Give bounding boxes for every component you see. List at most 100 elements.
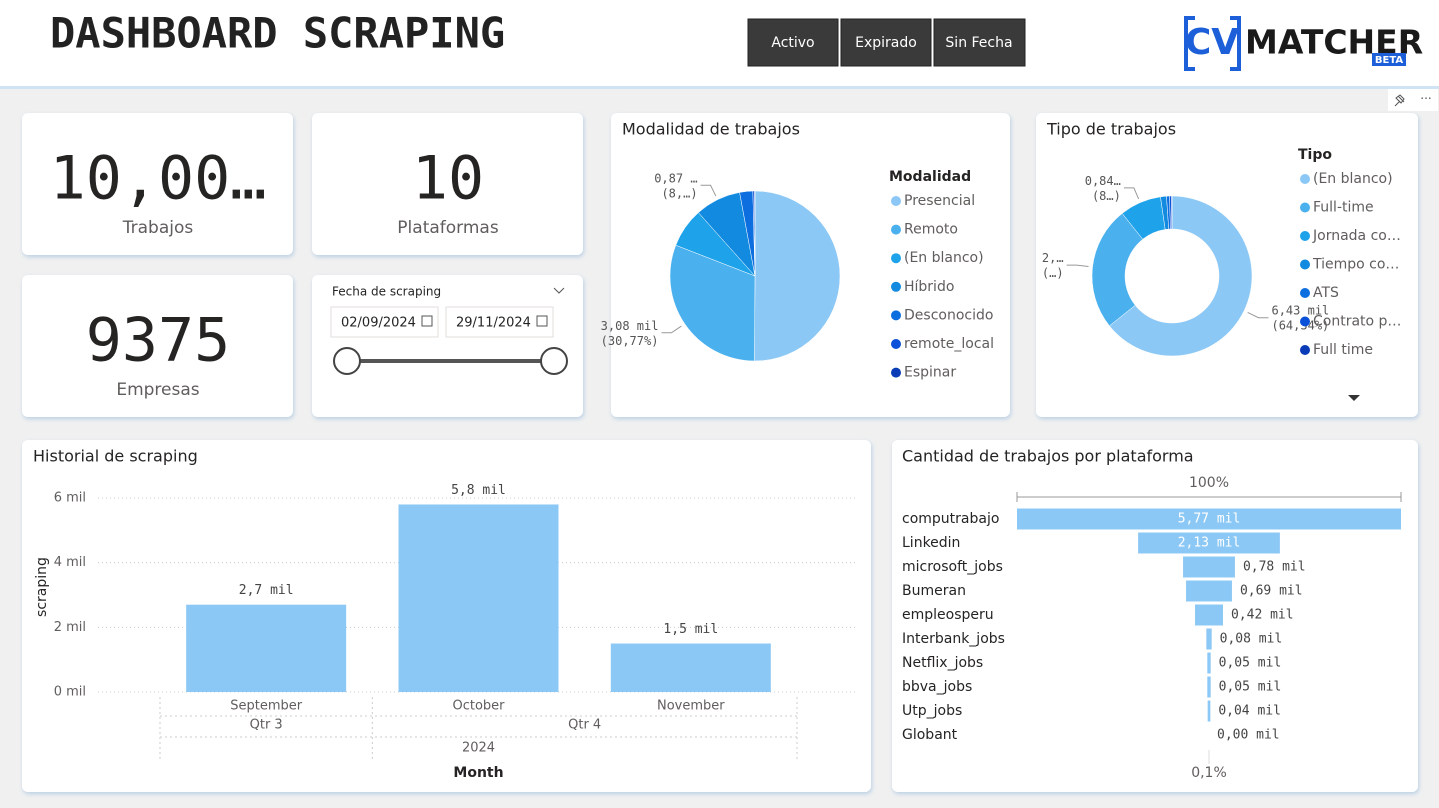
slice bbox=[1171, 195, 1173, 230]
kpi-label: Trabajos bbox=[122, 218, 194, 238]
funnel-bar bbox=[1207, 700, 1211, 722]
button[interactable] bbox=[840, 18, 932, 67]
slice bbox=[1109, 195, 1253, 357]
data-label: 0,78 mil bbox=[1243, 560, 1306, 575]
legend-label: Remoto bbox=[904, 222, 958, 238]
page-title: DASHBOARD SCRAPING bbox=[50, 9, 505, 58]
legend-marker bbox=[1300, 202, 1310, 213]
funnel-bar bbox=[1138, 532, 1280, 554]
slice bbox=[669, 244, 756, 362]
legend-title: Modalidad bbox=[889, 169, 971, 185]
category-label: microsoft_jobs bbox=[902, 559, 1003, 575]
funnel-top-label: 100% bbox=[1189, 475, 1229, 491]
logo-cv: CV bbox=[1185, 22, 1239, 63]
legend-label: Full time bbox=[1313, 342, 1373, 358]
data-label: 0,08 mil bbox=[1220, 632, 1283, 647]
kpi-value: 10 bbox=[412, 144, 484, 214]
category-label: computrabajo bbox=[902, 511, 999, 527]
button-label[interactable]: Sin Fecha bbox=[945, 35, 1012, 51]
data-label: 2,7 mil bbox=[239, 583, 294, 598]
data-label: 0,42 mil bbox=[1231, 608, 1294, 623]
button[interactable] bbox=[933, 18, 1026, 67]
date-input[interactable] bbox=[445, 306, 554, 338]
slider-handle[interactable] bbox=[333, 347, 361, 375]
data-label: 0,05 mil bbox=[1219, 680, 1282, 695]
action-bar bbox=[1388, 89, 1438, 111]
slice bbox=[754, 190, 756, 277]
leader-line bbox=[1123, 187, 1140, 200]
legend-marker bbox=[891, 339, 901, 349]
button-label[interactable]: Expirado bbox=[855, 35, 917, 51]
x-tick-label: October bbox=[452, 699, 505, 714]
legend-marker bbox=[891, 310, 901, 321]
data-label: 5,77 mil bbox=[1178, 512, 1241, 527]
quarter-label: Qtr 3 bbox=[250, 718, 283, 733]
date-input[interactable] bbox=[330, 306, 439, 338]
slider-handle[interactable] bbox=[540, 347, 568, 375]
header-bar bbox=[0, 0, 1439, 86]
filter-buttons: Activo Expirado Sin Fecha bbox=[747, 18, 1026, 67]
leader-line bbox=[1247, 312, 1269, 319]
chart-title: Historial de scraping bbox=[33, 447, 198, 466]
pin-icon[interactable] bbox=[1394, 94, 1405, 107]
legend-label: Tiempo co… bbox=[1312, 257, 1399, 273]
legend-label: Contrato p… bbox=[1313, 314, 1401, 330]
logo-bracket bbox=[1184, 16, 1241, 71]
button-label[interactable]: Activo bbox=[771, 35, 814, 51]
legend-marker bbox=[1300, 259, 1310, 270]
data-label: 0,69 mil bbox=[1240, 584, 1303, 599]
chevron[interactable] bbox=[553, 287, 565, 294]
legend-marker bbox=[891, 196, 901, 206]
legend-marker bbox=[1300, 345, 1310, 355]
data-label: 3,08 mil (30,77%) bbox=[601, 318, 659, 347]
year-label: 2024 bbox=[462, 741, 495, 756]
button[interactable] bbox=[747, 18, 839, 67]
legend-label: Jornada co… bbox=[1312, 228, 1401, 244]
category-label: Interbank_jobs bbox=[902, 631, 1005, 647]
kpi-value: 10,00… bbox=[50, 144, 267, 214]
funnel-bar bbox=[1195, 604, 1223, 626]
calendar-icon[interactable] bbox=[421, 315, 433, 327]
category-label: empleosperu bbox=[902, 607, 994, 623]
calendar-icon[interactable] bbox=[536, 315, 548, 327]
category-label: Globant bbox=[902, 727, 958, 743]
legend-marker bbox=[891, 253, 901, 264]
x-axis-title: Month bbox=[453, 765, 503, 781]
category-label: Bumeran bbox=[902, 583, 966, 599]
legend-marker bbox=[1300, 316, 1310, 327]
legend-label: (En blanco) bbox=[1313, 171, 1393, 187]
more-icon[interactable]: ··· bbox=[1420, 92, 1431, 106]
logo-badge: BETA bbox=[1375, 55, 1403, 66]
y-axis-title: scraping bbox=[34, 557, 50, 617]
chart-title: Modalidad de trabajos bbox=[622, 120, 800, 139]
legend-marker bbox=[1300, 231, 1310, 241]
logo: CV MATCHER BETA bbox=[1184, 16, 1423, 71]
legend-marker bbox=[1300, 288, 1310, 298]
legend-marker bbox=[1300, 174, 1310, 184]
legend-label: ATS bbox=[1313, 285, 1339, 301]
y-tick-label: 4 mil bbox=[54, 555, 86, 570]
funnel-bar bbox=[1206, 628, 1212, 650]
legend-label: Híbrido bbox=[904, 279, 954, 295]
y-tick-label: 0 mil bbox=[54, 685, 86, 700]
date-end[interactable]: 29/11/2024 bbox=[456, 316, 531, 331]
data-label: 0,00 mil bbox=[1217, 728, 1280, 743]
legend-label: Espinar bbox=[904, 365, 956, 381]
data-label: 0,84… (8…) bbox=[1085, 173, 1121, 202]
legend-scroll bbox=[1348, 395, 1360, 401]
data-label: 0,87 … (8,…) bbox=[654, 171, 697, 200]
data-label: 6,43 mil (64,34%) bbox=[1271, 303, 1329, 332]
kpi-card bbox=[22, 113, 293, 255]
date-start[interactable]: 02/09/2024 bbox=[341, 316, 416, 331]
funnel-bar bbox=[1207, 652, 1211, 674]
slicer-title: Fecha de scraping bbox=[332, 285, 441, 299]
category-label: Utp_jobs bbox=[902, 703, 962, 719]
data-label: 1,5 mil bbox=[663, 622, 718, 637]
slice bbox=[754, 190, 841, 362]
bar bbox=[398, 504, 559, 692]
date-slicer: Fecha de scraping 02/09/2024 29/11/2024 bbox=[330, 285, 568, 375]
legend-label: Desconocido bbox=[904, 307, 993, 323]
leader-line bbox=[700, 184, 717, 197]
kpi-card bbox=[22, 275, 293, 417]
category-label: Netflix_jobs bbox=[902, 655, 983, 671]
